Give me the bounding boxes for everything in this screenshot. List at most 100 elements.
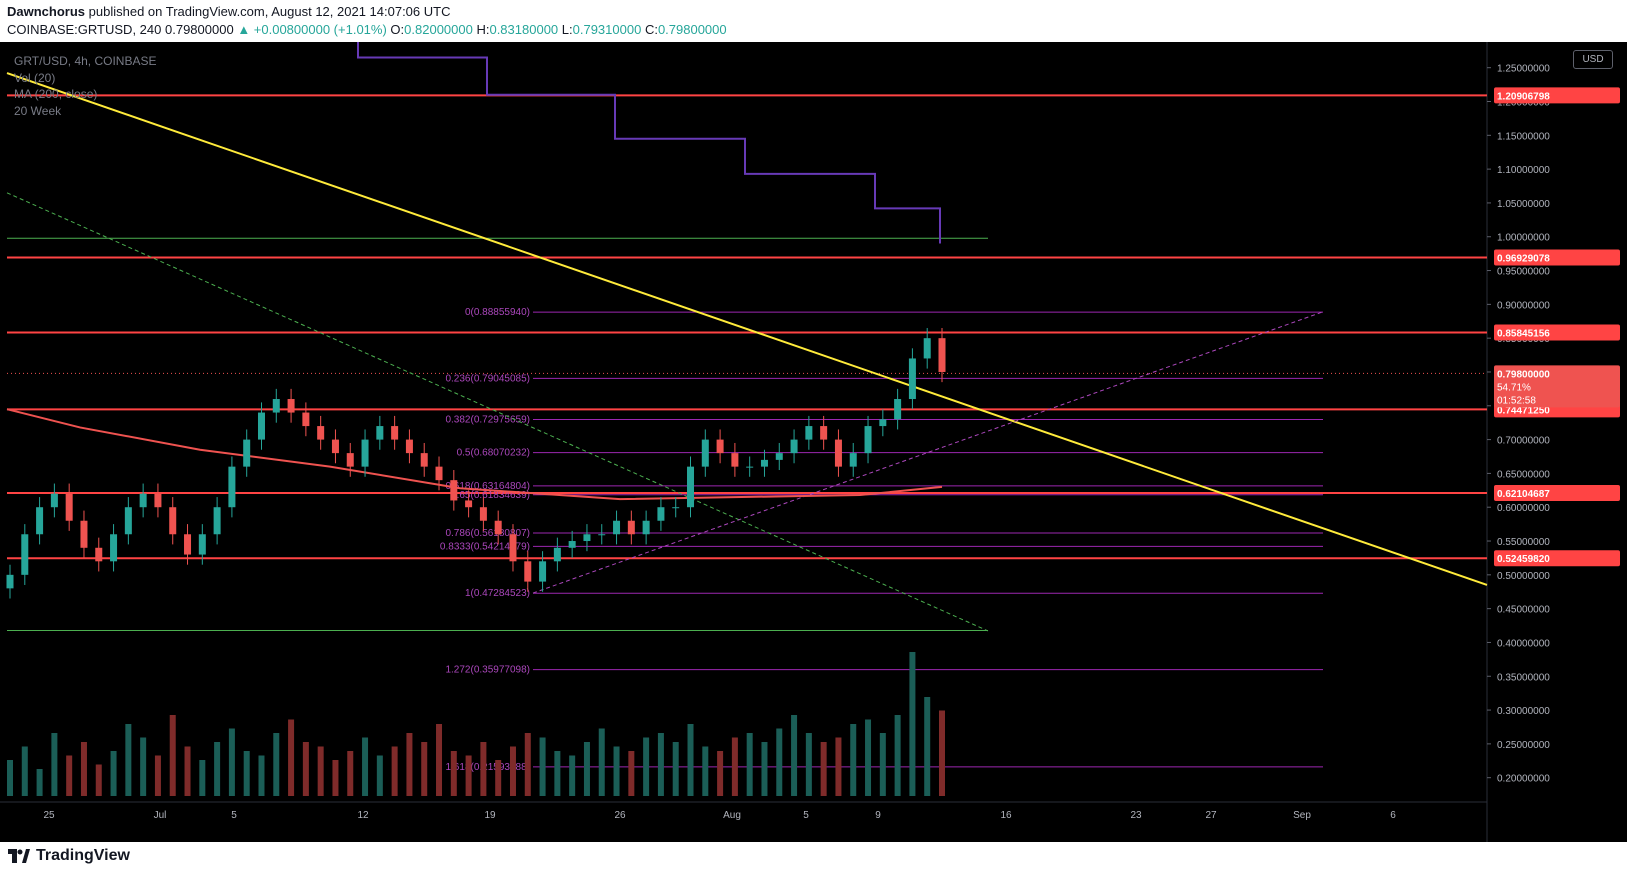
y-axis-tick-label: 0.35000000 (1497, 672, 1550, 683)
candle-body (923, 338, 931, 359)
candle-body (627, 520, 635, 535)
x-axis-tick-label: 27 (1205, 810, 1217, 821)
fib-level-label: 1.272(0.35977098) (445, 665, 530, 676)
candle-body (908, 358, 916, 400)
candle-body (213, 507, 221, 535)
price-label-text: 0.85845156 (1497, 328, 1550, 339)
candle-body (361, 439, 369, 467)
candle-body (731, 453, 739, 467)
currency-button[interactable]: USD (1573, 50, 1613, 69)
y-axis-tick-label: 0.20000000 (1497, 774, 1550, 785)
volume-bar (465, 755, 472, 796)
candle-body (539, 561, 547, 582)
candle-body (391, 426, 399, 440)
volume-bar (273, 733, 280, 796)
volume-bar (140, 737, 147, 796)
candle-body (139, 493, 147, 508)
volume-bar (495, 760, 502, 796)
candle-body (834, 439, 842, 467)
volume-bar (805, 733, 812, 796)
candle-body (169, 507, 177, 535)
tradingview-logo-icon (8, 849, 30, 863)
volume-bar (731, 737, 738, 796)
candle-body (479, 507, 487, 521)
candle-body (701, 439, 709, 467)
candle-body (687, 466, 695, 508)
legend-symbol[interactable]: GRT/USD, 4h, COINBASE (14, 54, 157, 68)
candle-body (849, 453, 857, 467)
candle-body (672, 507, 680, 509)
candle-body (420, 453, 428, 467)
volume-bar (865, 719, 872, 796)
close-label: C: (644, 22, 658, 37)
candle-body (864, 426, 872, 454)
fib-level-label: 0.65(0.61834639) (451, 490, 530, 501)
fib-level-label: 1.618(0.21593388) (445, 762, 530, 773)
volume-bar (879, 733, 886, 796)
open-value: 0.82000000 (404, 22, 473, 37)
candle-body (346, 453, 354, 467)
author-name[interactable]: Dawnchorus (7, 4, 86, 19)
last-price-box (1494, 365, 1620, 408)
candle-body (450, 480, 458, 501)
volume-bar (657, 733, 664, 796)
candle-body (598, 534, 606, 536)
x-axis-tick-label: 26 (614, 810, 626, 821)
volume-bar (939, 710, 945, 796)
volume-bar (21, 746, 28, 796)
fib-level-label: 0.786(0.56180807) (445, 528, 530, 539)
price-label-text: 0.74471250 (1497, 405, 1550, 416)
legend-week[interactable]: 20 Week (14, 103, 62, 118)
close-value: 0.79800000 (657, 22, 727, 37)
volume-bar (776, 728, 783, 796)
x-axis-tick-label: Jul (154, 810, 167, 821)
price-chart[interactable]: 1.250000001.200000001.150000001.10000000… (0, 40, 1627, 842)
volume-bar (169, 715, 176, 796)
volume-bar (643, 737, 650, 796)
volume-bar (154, 755, 161, 796)
candle-body (657, 507, 665, 521)
volume-bar (376, 755, 383, 796)
ohlc-bar: COINBASE:GRTUSD, 240 0.79800000 ▲ +0.008… (7, 22, 727, 37)
tradingview-brand: TradingView (36, 847, 130, 864)
last-price-pct: 54.71% (1497, 382, 1531, 393)
symbol-label: COINBASE:GRTUSD, 240 (7, 22, 162, 37)
candle-body (376, 426, 384, 440)
x-axis-tick-label: 25 (43, 810, 55, 821)
candle-body (583, 534, 591, 542)
candle-body (746, 466, 754, 468)
candle-body (124, 507, 132, 535)
x-axis-tick-label: Sep (1293, 810, 1311, 821)
candle-body (65, 493, 73, 521)
candle-body (509, 534, 517, 562)
candle-body (198, 534, 206, 555)
chart-legend: GRT/USD, 4h, COINBASE Vol (20) MA (200, … (14, 53, 156, 119)
chart-area[interactable]: 1.250000001.200000001.150000001.10000000… (0, 40, 1627, 842)
low-value: 0.79310000 (572, 22, 642, 37)
candle-body (154, 493, 162, 508)
candle-body (553, 547, 561, 562)
candle-body (435, 466, 443, 481)
volume-bar (125, 724, 132, 796)
volume-bar (746, 733, 753, 796)
y-axis-tick-label: 0.70000000 (1497, 436, 1550, 447)
volume-bar (909, 652, 916, 796)
candle-body (879, 419, 887, 427)
candle-body (80, 520, 88, 548)
legend-ma[interactable]: MA (200, close) (14, 87, 98, 101)
volume-bar (288, 719, 295, 796)
y-axis-tick-label: 1.05000000 (1497, 199, 1550, 210)
x-axis-tick-label: 19 (484, 810, 496, 821)
candle-body (820, 426, 828, 440)
volume-bar (332, 760, 339, 796)
volume-group (7, 652, 945, 796)
y-axis-tick-label: 1.15000000 (1497, 131, 1550, 142)
tradingview-footer: TradingView (8, 845, 130, 867)
volume-bar (36, 769, 43, 796)
candle-body (331, 439, 339, 454)
x-axis-tick-label: Aug (723, 810, 741, 821)
legend-volume[interactable]: Vol (20) (14, 70, 56, 85)
fib-level-label: 0.8333(0.54214479) (440, 541, 530, 552)
volume-bar (243, 751, 250, 796)
candle-body (938, 338, 946, 372)
